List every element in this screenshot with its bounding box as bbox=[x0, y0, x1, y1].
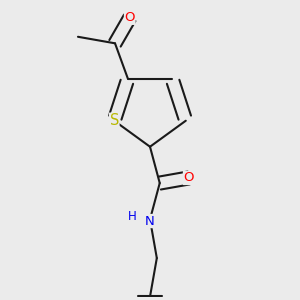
Text: H: H bbox=[128, 210, 136, 223]
Text: N: N bbox=[145, 214, 155, 227]
Text: O: O bbox=[184, 172, 194, 184]
Text: S: S bbox=[110, 113, 119, 128]
Text: O: O bbox=[124, 11, 135, 24]
